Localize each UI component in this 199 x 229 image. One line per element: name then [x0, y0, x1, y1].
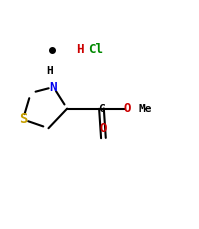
Text: C: C: [98, 104, 105, 114]
Text: H: H: [46, 66, 53, 76]
Text: O: O: [100, 122, 107, 135]
Text: Me: Me: [139, 104, 152, 114]
Text: Cl: Cl: [88, 43, 103, 56]
Text: S: S: [19, 112, 27, 126]
Text: O: O: [123, 102, 131, 115]
Text: N: N: [50, 81, 57, 93]
Text: H: H: [76, 43, 83, 56]
